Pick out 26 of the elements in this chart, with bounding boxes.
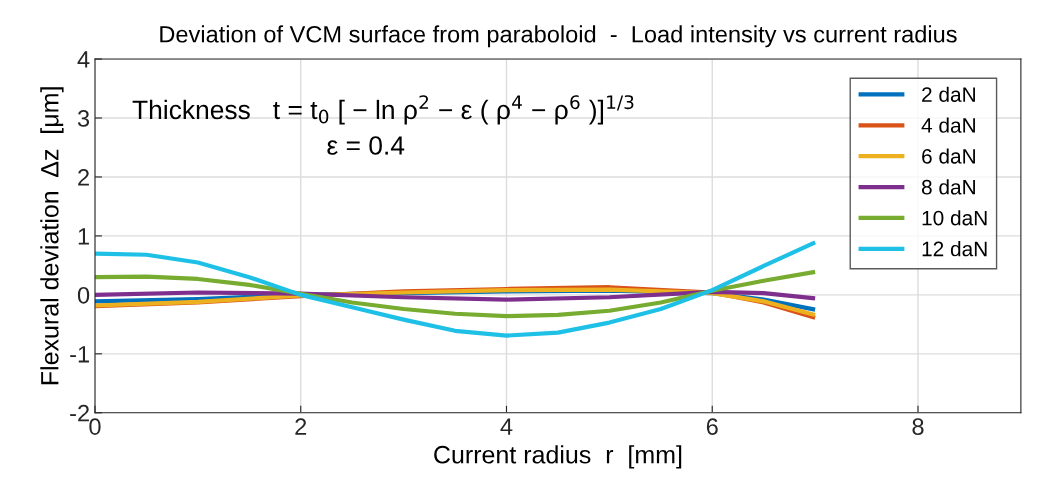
x-tick-label: 4 xyxy=(500,418,513,435)
y-tick-label: -1 xyxy=(70,346,89,363)
x-tick-label: 2 xyxy=(295,418,307,435)
y-tick-label: 3 xyxy=(77,110,90,127)
y-tick-label: -2 xyxy=(70,404,89,422)
legend-label: 4 daN xyxy=(921,117,975,133)
chart-title: Deviation of VCM surface from paraboloid - Load intensity vs current radius xyxy=(160,25,957,48)
legend-label: 6 daN xyxy=(922,148,975,164)
legend-label: 10 daN xyxy=(922,210,987,226)
x-axis-title: Current radius r [mm] xyxy=(434,445,682,469)
x-tick-label: 6 xyxy=(706,418,718,435)
line-series xyxy=(94,289,818,302)
x-tick-label: 0 xyxy=(89,418,101,435)
legend-label: 12 daN xyxy=(922,241,987,257)
x-tick-label: 8 xyxy=(912,418,924,435)
line-series xyxy=(94,269,818,319)
line-series xyxy=(94,240,818,338)
y-axis-title: Flexural deviation Δz [μm] xyxy=(40,87,64,385)
legend-label: 8 daN xyxy=(921,179,975,195)
y-tick-label: 2 xyxy=(78,169,89,186)
y-tick-label: 1 xyxy=(78,228,89,245)
annotation: ε = 0.4 xyxy=(327,136,405,155)
y-tick-label: 0 xyxy=(77,286,90,304)
legend-label: 2 daN xyxy=(922,86,975,102)
y-tick-label: 4 xyxy=(77,51,90,68)
text: Thickness t = t$_{0}$ [ − ln ρ$^{2}$ − ε ( ρ$^{4}$ − ρ$^{6}$ )]$^{1/3}$ xyxy=(132,95,634,125)
